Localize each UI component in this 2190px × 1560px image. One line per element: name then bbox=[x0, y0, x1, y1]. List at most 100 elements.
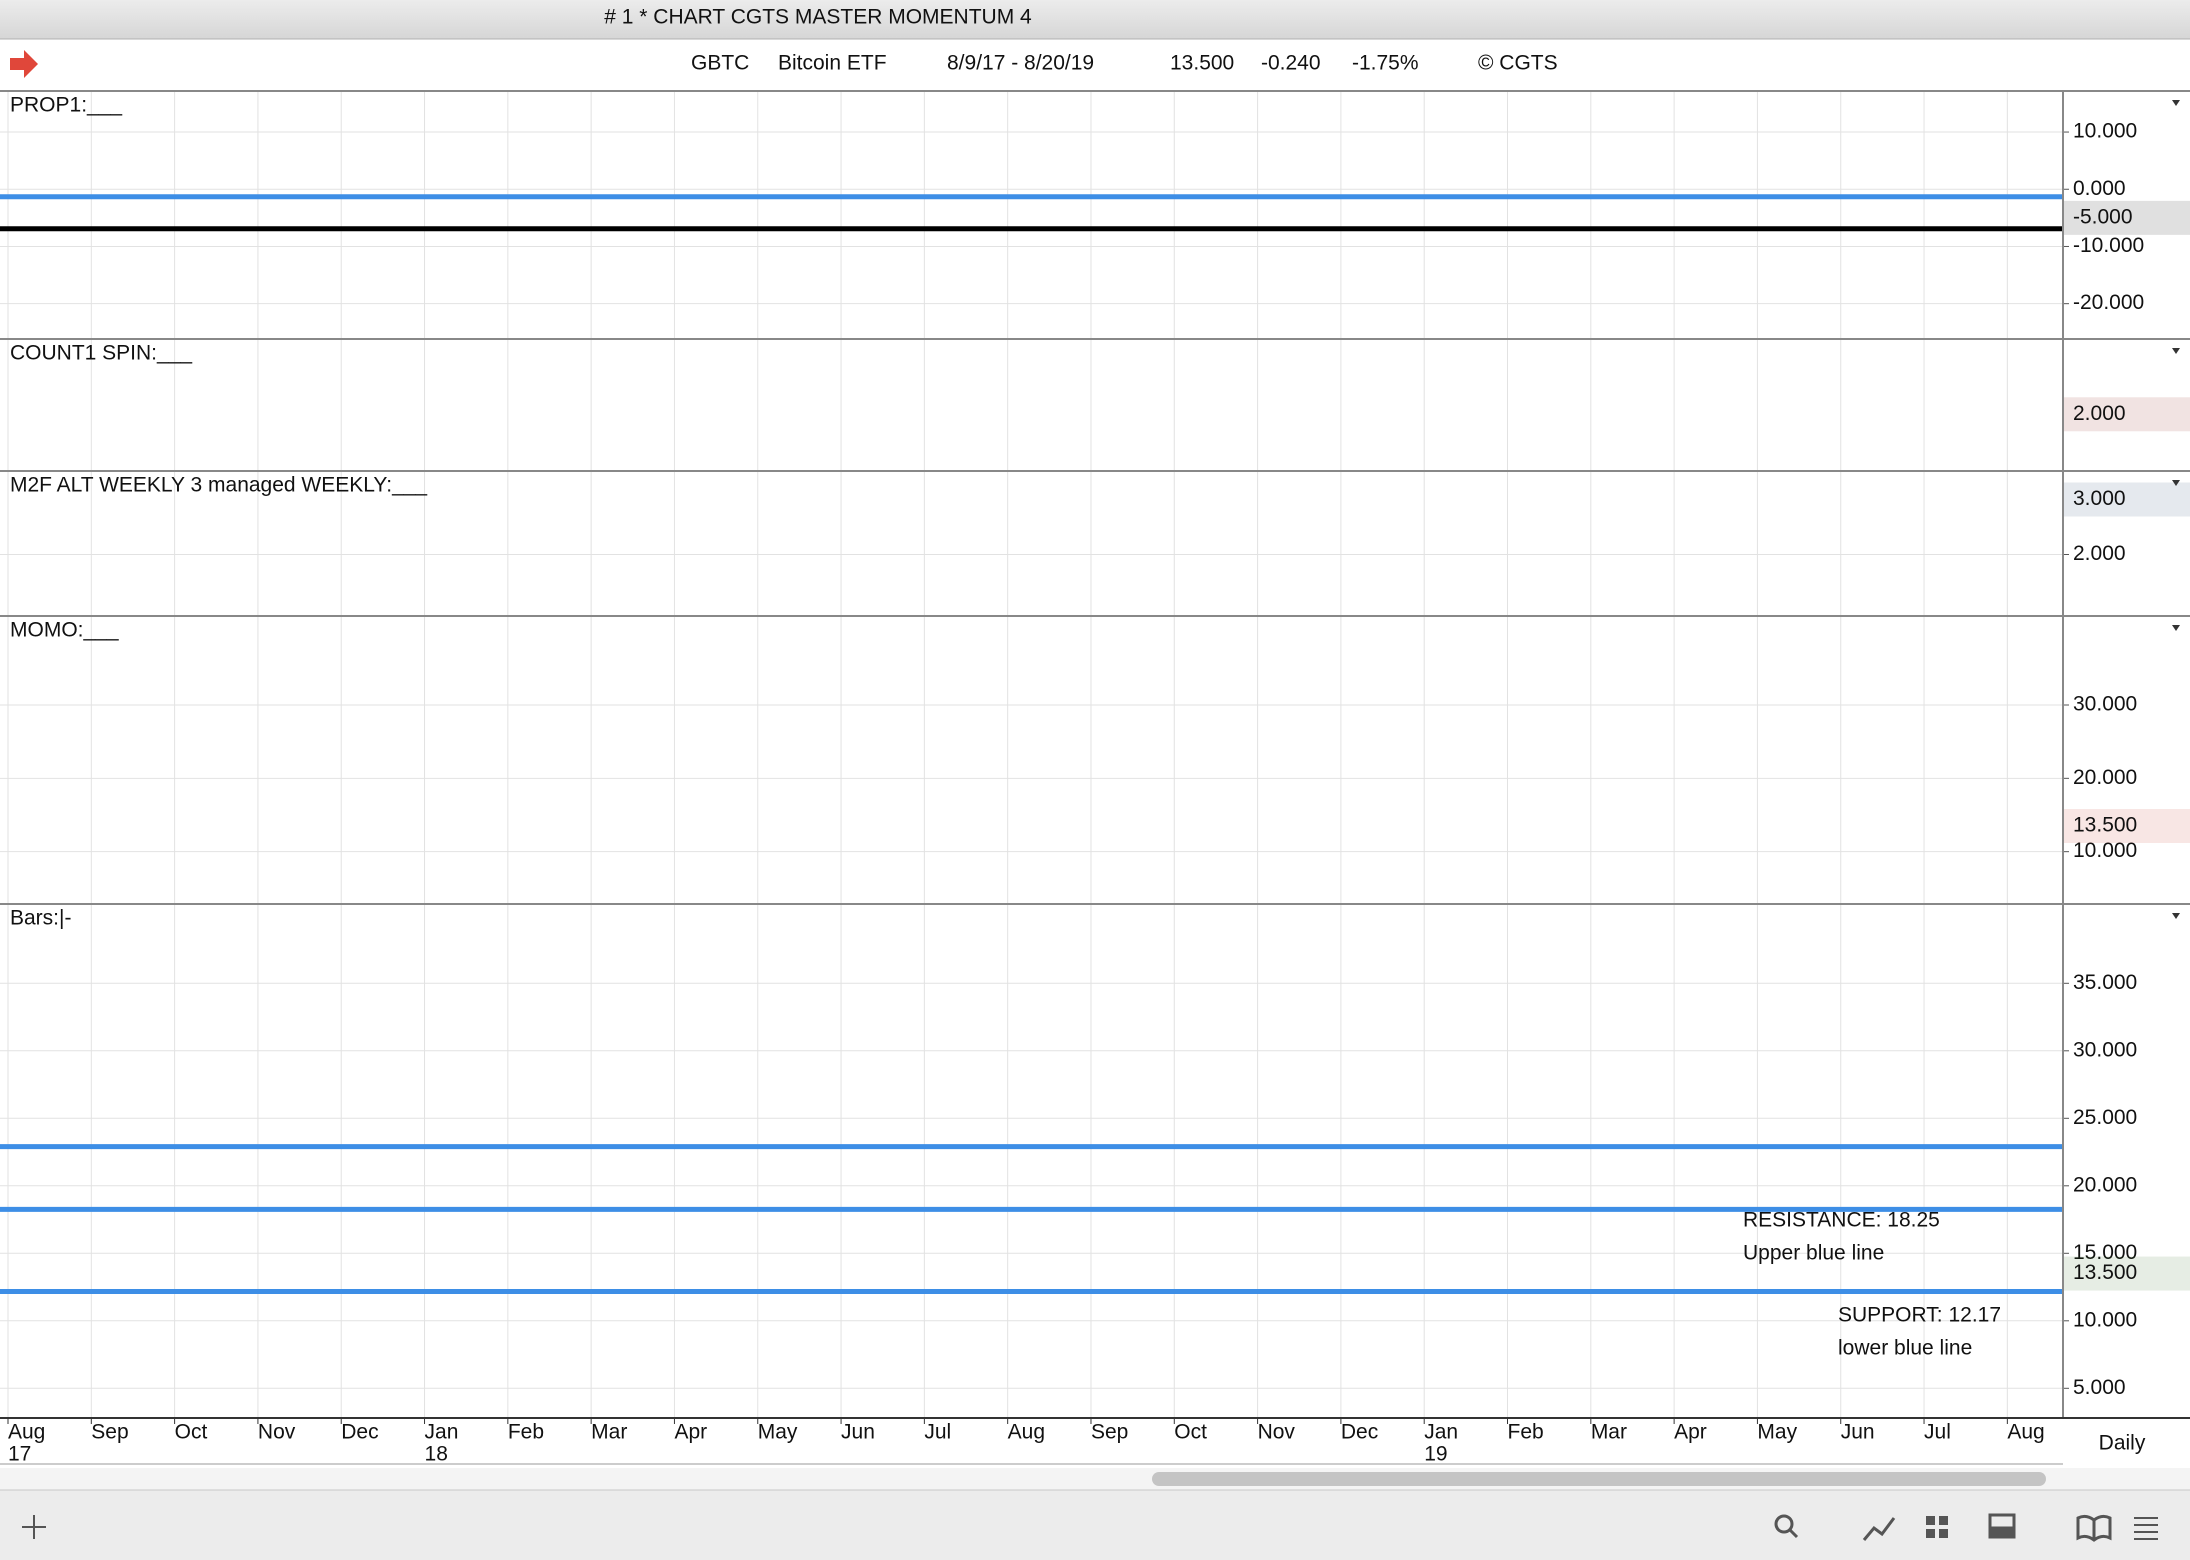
y-tick-label: 20.000 bbox=[2073, 766, 2137, 789]
annotation: lower blue line bbox=[1838, 1337, 1972, 1360]
last-value-box bbox=[2064, 482, 2190, 517]
panel-menu[interactable] bbox=[2172, 100, 2180, 106]
year-label: 18 bbox=[425, 1443, 448, 1466]
x-tick-label: Oct bbox=[1174, 1421, 1207, 1444]
last-value-label: 13.500 bbox=[2073, 1261, 2137, 1284]
panel-title: Bars:|- bbox=[10, 907, 71, 930]
menu-button[interactable] bbox=[2134, 1517, 2158, 1540]
change-pct: -1.75% bbox=[1352, 52, 1419, 75]
y-tick-label: 35.000 bbox=[2073, 971, 2137, 994]
toolbar-icons bbox=[1774, 1513, 2158, 1542]
panel bbox=[0, 92, 2063, 338]
panel-menu[interactable] bbox=[2172, 348, 2180, 354]
add-button[interactable] bbox=[22, 1515, 46, 1539]
y-tick-label: 2.000 bbox=[2073, 542, 2126, 565]
panel-title: M2F ALT WEEKLY 3 managed WEEKLY:___ bbox=[10, 474, 427, 497]
security-name: Bitcoin ETF bbox=[778, 52, 887, 75]
arrow-button[interactable] bbox=[10, 50, 38, 78]
x-tick-label: Sep bbox=[1091, 1421, 1128, 1444]
search-button[interactable] bbox=[1774, 1514, 1799, 1539]
symbol: GBTC bbox=[691, 52, 749, 75]
title-backdrop bbox=[0, 907, 8, 908]
y-tick-label: 15.000 bbox=[2073, 1241, 2137, 1264]
panel bbox=[0, 617, 2063, 903]
last-value-box bbox=[2064, 1256, 2190, 1291]
x-tick-label: Sep bbox=[91, 1421, 128, 1444]
x-tick-label: Feb bbox=[508, 1421, 544, 1444]
scrollbar-thumb[interactable] bbox=[1152, 1472, 2046, 1486]
book-button[interactable] bbox=[2076, 1514, 2112, 1542]
panel-title: MOMO:___ bbox=[10, 619, 119, 642]
y-tick-label: 30.000 bbox=[2073, 1038, 2137, 1061]
annotation: SUPPORT: 12.17 bbox=[1838, 1304, 2001, 1327]
plots: Aug Sep Oct Nov Dec Jan Feb Mar Apr May Jun Jul Aug S… bbox=[0, 92, 2190, 1466]
title-backdrop bbox=[0, 94, 8, 95]
panel bbox=[0, 472, 2063, 615]
x-tick-label: Jul bbox=[1924, 1421, 1951, 1444]
x-tick-label: May bbox=[1757, 1421, 1797, 1444]
panel-title: PROP1:___ bbox=[10, 94, 122, 117]
panel-menu[interactable] bbox=[2172, 913, 2180, 919]
last-value-label: 3.000 bbox=[2073, 487, 2126, 510]
panel-title: COUNT1 SPIN:___ bbox=[10, 342, 192, 365]
x-tick-label: Aug bbox=[2007, 1421, 2044, 1444]
y-tick-label: 0.000 bbox=[2073, 177, 2126, 200]
x-tick-label: Nov bbox=[258, 1421, 296, 1444]
x-tick-label: Aug bbox=[1008, 1421, 1045, 1444]
x-tick-label: Apr bbox=[1674, 1421, 1707, 1444]
y-tick-label: 10.000 bbox=[2073, 839, 2137, 862]
panel bbox=[7, 340, 2008, 470]
annotation: RESISTANCE: 18.25 bbox=[1743, 1209, 1940, 1232]
x-tick-label: Aug bbox=[8, 1421, 45, 1444]
y-tick-label: -20.000 bbox=[2073, 291, 2144, 314]
last-price: 13.500 bbox=[1170, 52, 1234, 75]
last-value-box bbox=[2064, 809, 2190, 843]
annotation: Upper blue line bbox=[1743, 1242, 1884, 1265]
y-tick-label: 10.000 bbox=[2073, 1308, 2137, 1331]
grid-button[interactable] bbox=[1926, 1516, 1948, 1538]
y-tick-label: 20.000 bbox=[2073, 1173, 2137, 1196]
date-range: 8/9/17 - 8/20/19 bbox=[947, 52, 1094, 75]
y-tick-label: 25.000 bbox=[2073, 1106, 2137, 1129]
x-tick-label: Jul bbox=[924, 1421, 951, 1444]
x-tick-label: Feb bbox=[1508, 1421, 1544, 1444]
x-tick-label: Mar bbox=[1591, 1421, 1627, 1444]
title-backdrop bbox=[0, 619, 8, 620]
last-value-box bbox=[2064, 397, 2190, 432]
window-title: # 1 * CHART CGTS MASTER MOMENTUM 4 bbox=[604, 6, 1032, 29]
layout-button[interactable] bbox=[1988, 1513, 2016, 1539]
year-label: 17 bbox=[8, 1443, 31, 1466]
interval-label[interactable]: Daily bbox=[2099, 1432, 2146, 1455]
y-tick-label: 5.000 bbox=[2073, 1376, 2126, 1399]
title-backdrop bbox=[0, 342, 8, 343]
y-tick-label: -10.000 bbox=[2073, 234, 2144, 257]
x-tick-label: Dec bbox=[1341, 1421, 1378, 1444]
x-tick-label: Dec bbox=[341, 1421, 378, 1444]
last-value-label: 13.500 bbox=[2073, 814, 2137, 837]
x-tick-label: Jan bbox=[1424, 1421, 1458, 1444]
copyright: © CGTS bbox=[1478, 52, 1558, 75]
year-label: 19 bbox=[1424, 1443, 1447, 1466]
change: -0.240 bbox=[1261, 52, 1321, 75]
panel-menu[interactable] bbox=[2172, 625, 2180, 631]
panel-menu[interactable] bbox=[2172, 480, 2180, 486]
title-backdrop bbox=[0, 474, 8, 475]
last-value-label: 2.000 bbox=[2073, 402, 2126, 425]
x-tick-label: Jun bbox=[1841, 1421, 1875, 1444]
panel bbox=[0, 905, 2063, 1418]
last-value-box bbox=[2064, 200, 2190, 235]
title-bar bbox=[0, 0, 2190, 39]
x-tick-label: Oct bbox=[175, 1421, 208, 1444]
x-tick-label: May bbox=[758, 1421, 798, 1444]
y-tick-label: 10.000 bbox=[2073, 120, 2137, 143]
last-value-label: -5.000 bbox=[2073, 205, 2133, 228]
chart-button[interactable] bbox=[1862, 1517, 1896, 1541]
toolbar bbox=[0, 1490, 2190, 1560]
x-tick-label: Jun bbox=[841, 1421, 875, 1444]
x-tick-label: Apr bbox=[674, 1421, 707, 1444]
x-tick-label: Jan bbox=[425, 1421, 459, 1444]
y-tick-label: 30.000 bbox=[2073, 693, 2137, 716]
x-tick-label: Nov bbox=[1258, 1421, 1296, 1444]
